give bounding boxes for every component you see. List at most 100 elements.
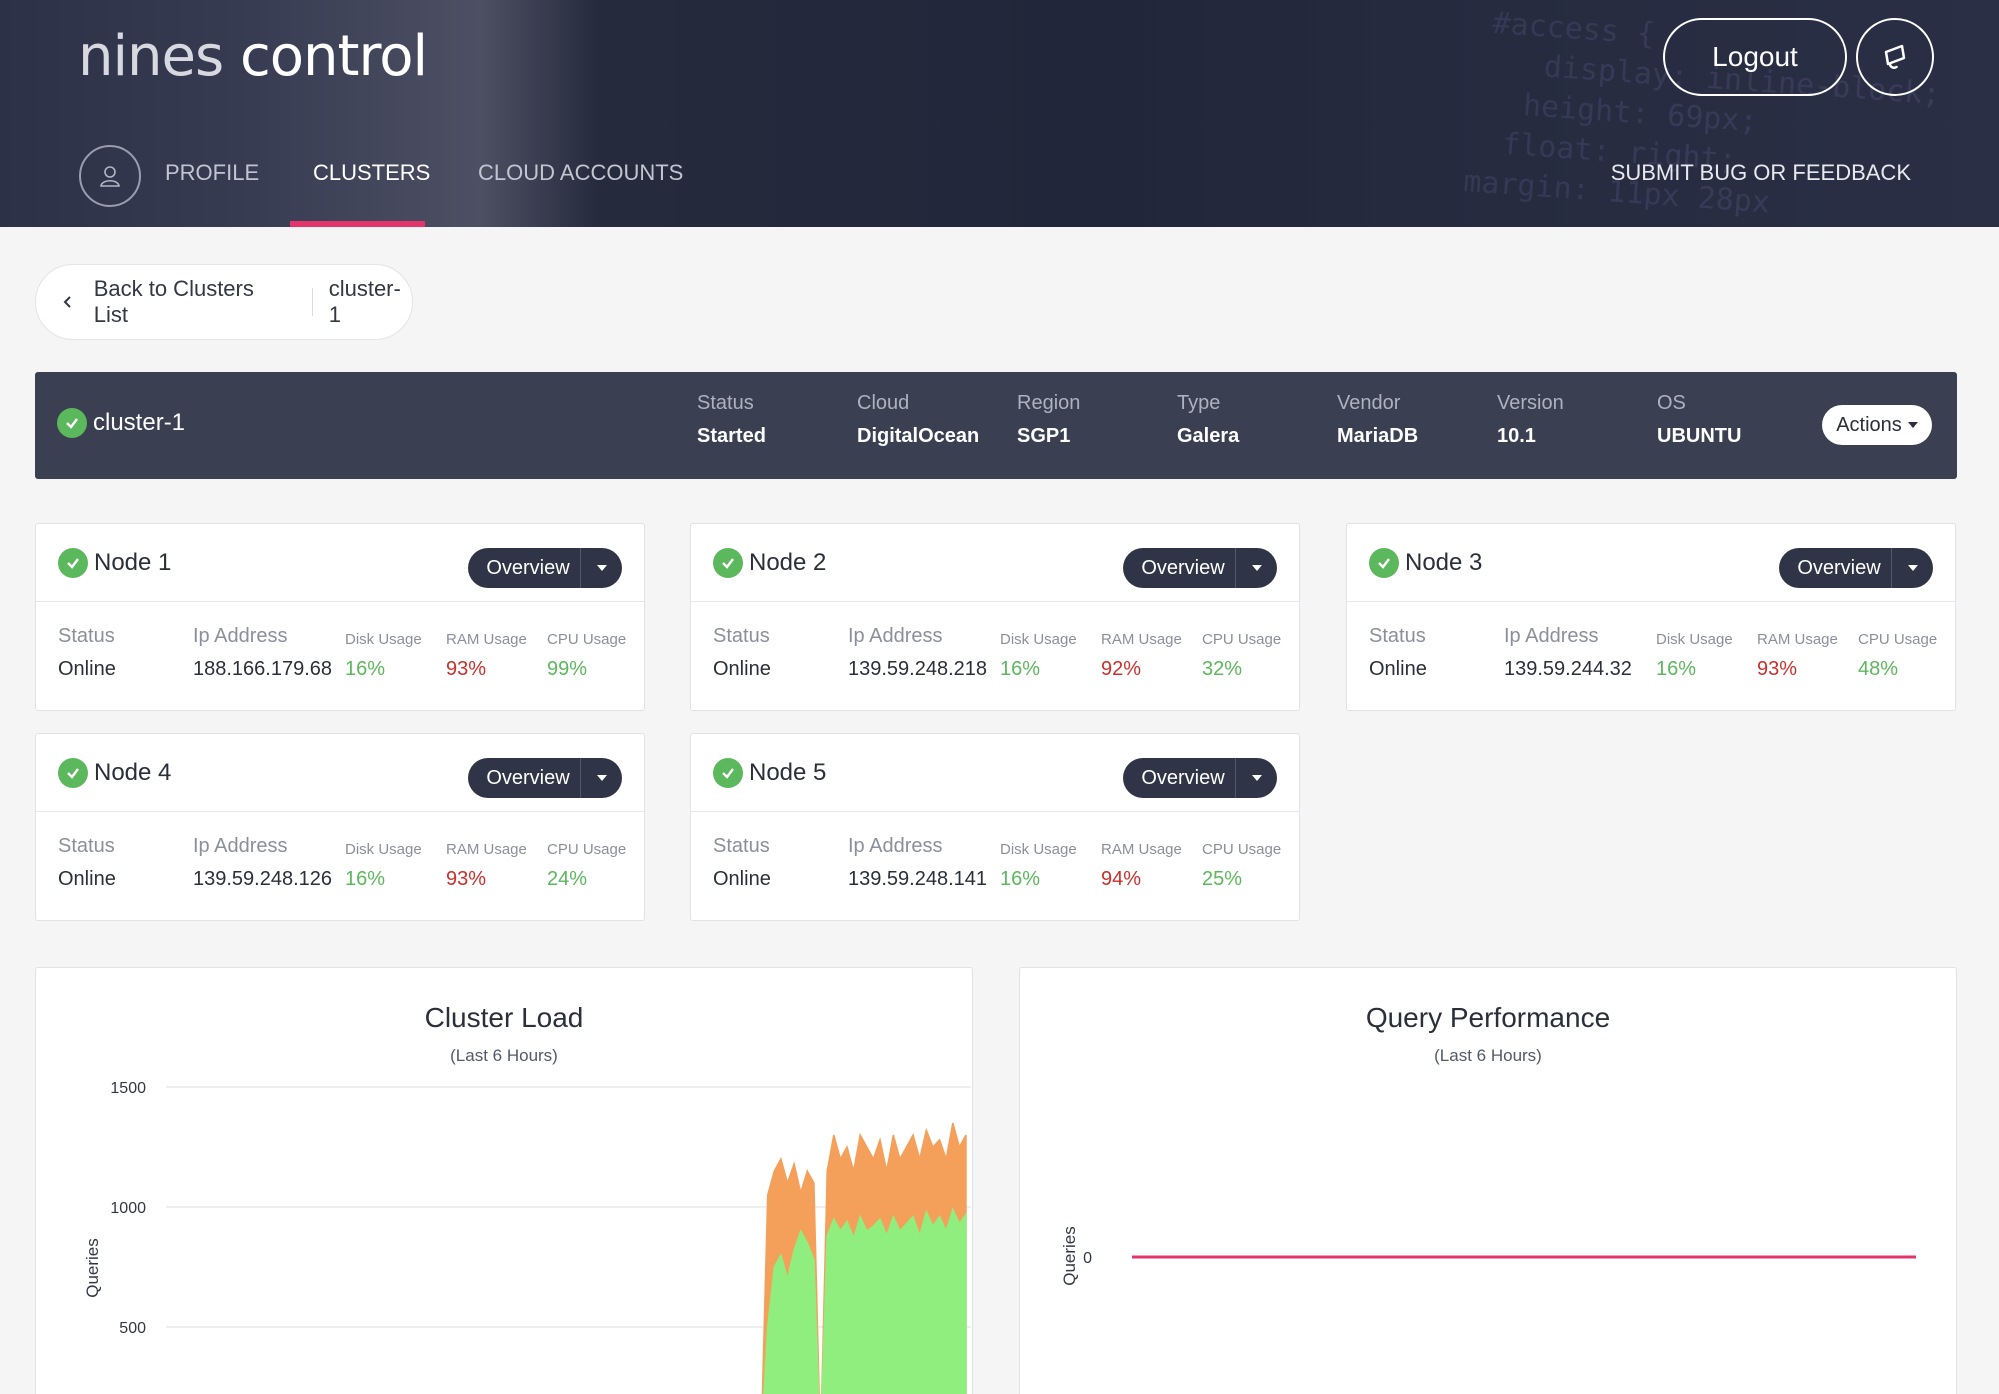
node-card: Node 2 Overview Status Online Ip Address 139.… — [690, 523, 1300, 711]
meta-value: MariaDB — [1337, 425, 1419, 447]
overview-button[interactable]: Overview — [486, 556, 570, 579]
node-name: Node 2 — [749, 549, 827, 576]
cluster-meta-status: Status Started — [697, 392, 766, 448]
value: 139.59.244.32 — [1504, 658, 1632, 680]
label: Disk Usage — [345, 841, 422, 858]
overview-dropdown-toggle[interactable] — [1891, 548, 1933, 588]
meta-label: Version — [1497, 392, 1564, 414]
node-disk: Disk Usage 16% — [1000, 624, 1077, 681]
meta-label: Cloud — [857, 392, 910, 414]
node-card: Node 3 Overview Status Online Ip Address 139.… — [1346, 523, 1956, 711]
nav-profile[interactable]: PROFILE — [165, 160, 260, 185]
nav-cloud-accounts[interactable]: CLOUD ACCOUNTS — [478, 160, 684, 185]
node-ram: RAM Usage 93% — [446, 624, 527, 681]
meta-label: OS — [1657, 392, 1686, 414]
check-circle-icon — [57, 408, 87, 438]
check-circle-icon — [1369, 548, 1399, 578]
caret-down-icon — [596, 775, 607, 781]
overview-button[interactable]: Overview — [1141, 766, 1225, 789]
overview-dropdown-toggle[interactable] — [580, 758, 622, 798]
chart-subtitle: (Last 6 Hours) — [450, 1046, 558, 1065]
overview-split-button: Overview — [1779, 548, 1933, 588]
cluster-meta-version: Version 10.1 — [1497, 392, 1564, 448]
y-axis-label: Queries — [1060, 1226, 1079, 1286]
node-cpu: CPU Usage 32% — [1202, 624, 1281, 681]
value: 16% — [1656, 658, 1697, 680]
logout-button[interactable]: Logout — [1663, 18, 1847, 96]
node-ram: RAM Usage 92% — [1101, 624, 1182, 681]
node-ip: Ip Address 139.59.248.141 — [848, 834, 987, 891]
back-to-clusters-link[interactable]: Back to Clusters List — [93, 276, 254, 327]
node-name: Node 3 — [1405, 549, 1483, 576]
cluster-name-text: cluster-1 — [93, 409, 186, 436]
node-cpu: CPU Usage 48% — [1858, 624, 1937, 681]
node-card: Node 4 Overview Status Online Ip Address 139.… — [35, 733, 645, 921]
label: RAM Usage — [446, 841, 527, 858]
node-ram: RAM Usage 93% — [1757, 624, 1838, 681]
chart-title: Cluster Load — [424, 1002, 584, 1033]
actions-dropdown[interactable]: Actions — [1822, 405, 1932, 445]
query-performance-panel: Query Performance (Last 6 Hours) 0 Querie… — [1019, 967, 1957, 1394]
logo-word-2: control — [239, 24, 428, 89]
meta-label: Vendor — [1337, 392, 1401, 414]
node-card-header: Node 5 Overview — [691, 734, 1299, 812]
nav-clusters[interactable]: CLUSTERS — [313, 160, 431, 185]
breadcrumb-divider — [311, 288, 313, 316]
y-tick-label: 1000 — [110, 1200, 146, 1217]
y-tick-label: 500 — [119, 1320, 146, 1337]
overview-dropdown-toggle[interactable] — [1235, 548, 1277, 588]
label: CPU Usage — [1202, 841, 1282, 858]
overview-button[interactable]: Overview — [486, 766, 570, 789]
chevron-left-icon[interactable] — [56, 290, 80, 314]
node-name: Node 5 — [749, 759, 827, 786]
caret-down-icon — [1907, 422, 1918, 428]
check-circle-icon — [58, 758, 88, 788]
node-cpu: CPU Usage 25% — [1202, 834, 1281, 891]
node-status: Status Online — [58, 834, 116, 891]
check-circle-icon — [713, 548, 743, 578]
node-status: Status Online — [713, 834, 771, 891]
caret-down-icon — [1251, 775, 1262, 781]
value: 93% — [1757, 658, 1798, 680]
app-logo[interactable]: nines control — [78, 24, 428, 89]
node-card-header: Node 2 Overview — [691, 524, 1299, 602]
node-ram: RAM Usage 93% — [446, 834, 527, 891]
y-tick-label: 0 — [1083, 1250, 1092, 1267]
nav-submit-feedback[interactable]: SUBMIT BUG OR FEEDBACK — [1610, 160, 1911, 185]
caret-down-icon — [596, 565, 607, 571]
breadcrumb-current: cluster-1 — [328, 276, 401, 327]
value: 94% — [1101, 868, 1142, 890]
meta-value: UBUNTU — [1657, 425, 1742, 447]
node-card-header: Node 4 Overview — [36, 734, 644, 812]
y-axis-label: Queries — [83, 1238, 102, 1298]
profile-avatar[interactable] — [79, 145, 141, 207]
node-title: Node 3 — [1369, 548, 1482, 578]
value: 24% — [547, 868, 588, 890]
cluster-meta-region: Region SGP1 — [1017, 392, 1080, 448]
caret-down-icon — [1251, 565, 1262, 571]
value: 139.59.248.126 — [193, 868, 333, 890]
cluster-load-chart: 500 1000 1500 Queries — [83, 1080, 971, 1394]
breadcrumb: Back to Clusters List cluster-1 — [35, 264, 413, 340]
meta-value: DigitalOcean — [857, 425, 980, 447]
overview-button[interactable]: Overview — [1797, 556, 1881, 579]
node-title: Node 2 — [713, 548, 826, 578]
overview-dropdown-toggle[interactable] — [1235, 758, 1277, 798]
meta-label: Region — [1017, 392, 1081, 414]
node-ip: Ip Address 139.59.244.32 — [1504, 624, 1632, 681]
overview-dropdown-toggle[interactable] — [580, 548, 622, 588]
label: Ip Address — [1504, 625, 1599, 647]
check-circle-icon — [58, 548, 88, 578]
overview-split-button: Overview — [468, 548, 622, 588]
overview-button[interactable]: Overview — [1141, 556, 1225, 579]
cluster-name: cluster-1 — [57, 408, 185, 438]
label: Disk Usage — [345, 631, 422, 648]
notification-button[interactable] — [1856, 18, 1934, 96]
meta-value: Galera — [1177, 425, 1240, 447]
chart-title: Query Performance — [1365, 1002, 1611, 1033]
label: Disk Usage — [1656, 631, 1733, 648]
value: Online — [58, 868, 116, 890]
value: 48% — [1858, 658, 1899, 680]
label: Disk Usage — [1000, 841, 1077, 858]
